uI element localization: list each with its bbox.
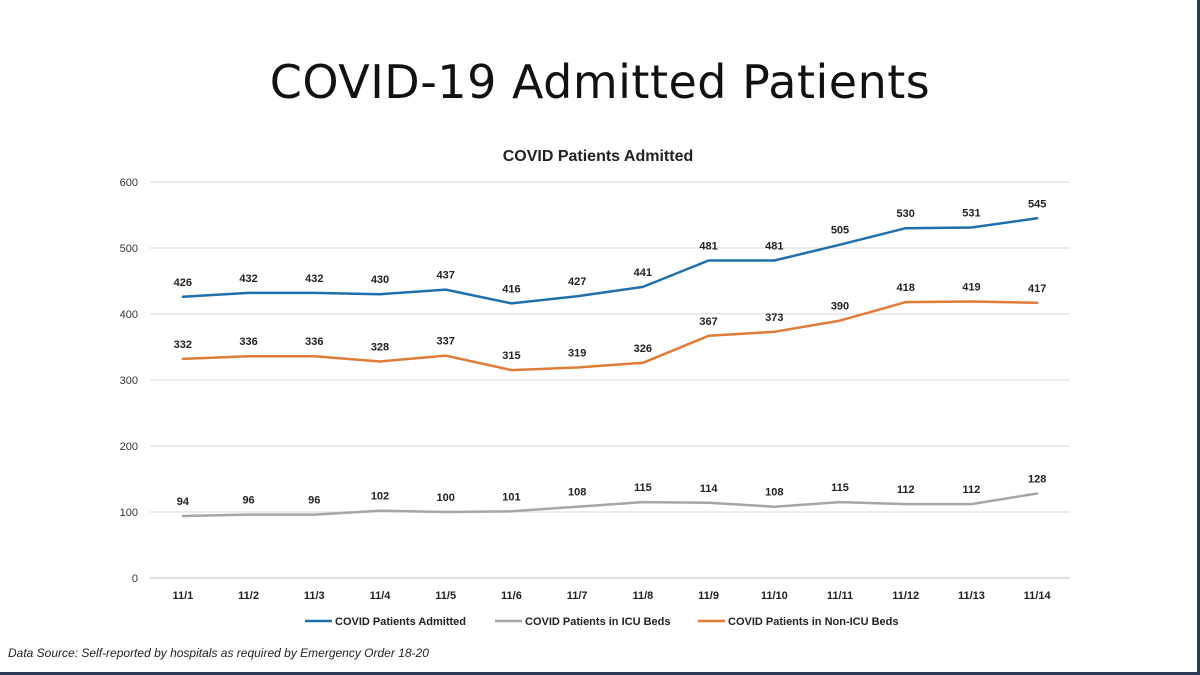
data-label: 112 (963, 484, 981, 496)
y-tick-label: 500 (120, 243, 138, 255)
series-line-2 (181, 492, 1039, 518)
data-label: 128 (1028, 474, 1046, 486)
legend: COVID Patients Admitted COVID Patients in… (305, 616, 899, 628)
data-label: 373 (765, 312, 783, 324)
data-label: 94 (177, 496, 190, 508)
data-label: 328 (371, 342, 389, 354)
data-label: 426 (174, 277, 192, 289)
data-label: 432 (305, 273, 323, 285)
x-tick-label: 11/8 (632, 590, 653, 602)
data-label: 96 (308, 495, 320, 507)
y-axis-ticks: 0 100 200 300 400 500 600 (120, 177, 138, 585)
data-label: 430 (371, 274, 389, 286)
data-label: 530 (897, 208, 915, 220)
x-tick-label: 11/10 (761, 590, 788, 602)
data-label: 419 (962, 281, 980, 293)
series-line-3 (181, 300, 1039, 372)
data-label: 108 (765, 487, 783, 499)
data-label: 115 (831, 482, 849, 494)
data-label: 336 (305, 336, 323, 348)
data-label: 101 (502, 491, 520, 503)
x-tick-label: 11/1 (172, 590, 193, 602)
data-label: 531 (962, 208, 980, 220)
y-tick-label: 0 (132, 573, 138, 585)
x-tick-label: 11/14 (1024, 590, 1052, 602)
series-line-1 (181, 217, 1039, 305)
data-label: 315 (502, 350, 520, 362)
slide-title: COVID-19 Admitted Patients (269, 55, 931, 109)
gridlines (150, 181, 1070, 579)
y-tick-label: 600 (120, 177, 138, 189)
data-label: 108 (568, 487, 586, 499)
legend-label: COVID Patients in ICU Beds (525, 616, 670, 628)
x-tick-label: 11/11 (827, 590, 853, 602)
series-lines (181, 217, 1039, 518)
y-tick-label: 300 (120, 375, 138, 387)
data-label: 332 (174, 339, 192, 351)
y-tick-label: 400 (120, 309, 138, 321)
data-label: 390 (831, 301, 849, 313)
data-label: 481 (765, 241, 783, 253)
data-labels: 426 432 432 430 437 416 427 441 481 481 505 530 531 5… (174, 198, 1047, 508)
data-label: 326 (634, 343, 652, 355)
y-tick-label: 100 (120, 507, 138, 519)
data-label: 418 (897, 282, 915, 294)
x-tick-label: 11/13 (958, 590, 985, 602)
data-label: 417 (1028, 283, 1046, 295)
data-label: 427 (568, 276, 586, 288)
x-tick-label: 11/7 (567, 590, 588, 602)
data-label: 481 (699, 241, 717, 253)
data-label: 367 (699, 316, 717, 328)
data-label: 432 (239, 273, 257, 285)
x-tick-label: 11/4 (370, 590, 392, 602)
x-tick-label: 11/9 (698, 590, 719, 602)
data-label: 437 (437, 270, 455, 282)
x-tick-label: 11/2 (238, 590, 259, 602)
data-source-footnote: Data Source: Self-reported by hospitals … (8, 646, 429, 660)
data-label: 102 (371, 491, 389, 503)
x-axis-ticks: 11/1 11/2 11/3 11/4 11/5 11/6 11/7 11/8 11/9 11/1… (172, 590, 1051, 602)
x-tick-label: 11/12 (892, 590, 919, 602)
data-label: 505 (831, 225, 849, 237)
data-label: 336 (239, 336, 257, 348)
data-label: 545 (1028, 198, 1046, 210)
data-label: 416 (502, 283, 520, 295)
data-label: 115 (634, 482, 652, 494)
chart-title: COVID Patients Admitted (503, 148, 694, 165)
y-tick-label: 200 (120, 441, 138, 453)
x-tick-label: 11/5 (435, 590, 456, 602)
data-label: 319 (568, 347, 586, 359)
legend-label: COVID Patients in Non-ICU Beds (728, 616, 899, 628)
legend-label: COVID Patients Admitted (335, 616, 466, 628)
data-label: 441 (634, 267, 652, 279)
data-label: 337 (437, 336, 455, 348)
data-label: 96 (242, 495, 254, 507)
data-label: 112 (897, 484, 915, 496)
x-tick-label: 11/6 (501, 590, 522, 602)
x-tick-label: 11/3 (304, 590, 325, 602)
data-label: 114 (700, 483, 719, 495)
data-label: 100 (437, 492, 455, 504)
